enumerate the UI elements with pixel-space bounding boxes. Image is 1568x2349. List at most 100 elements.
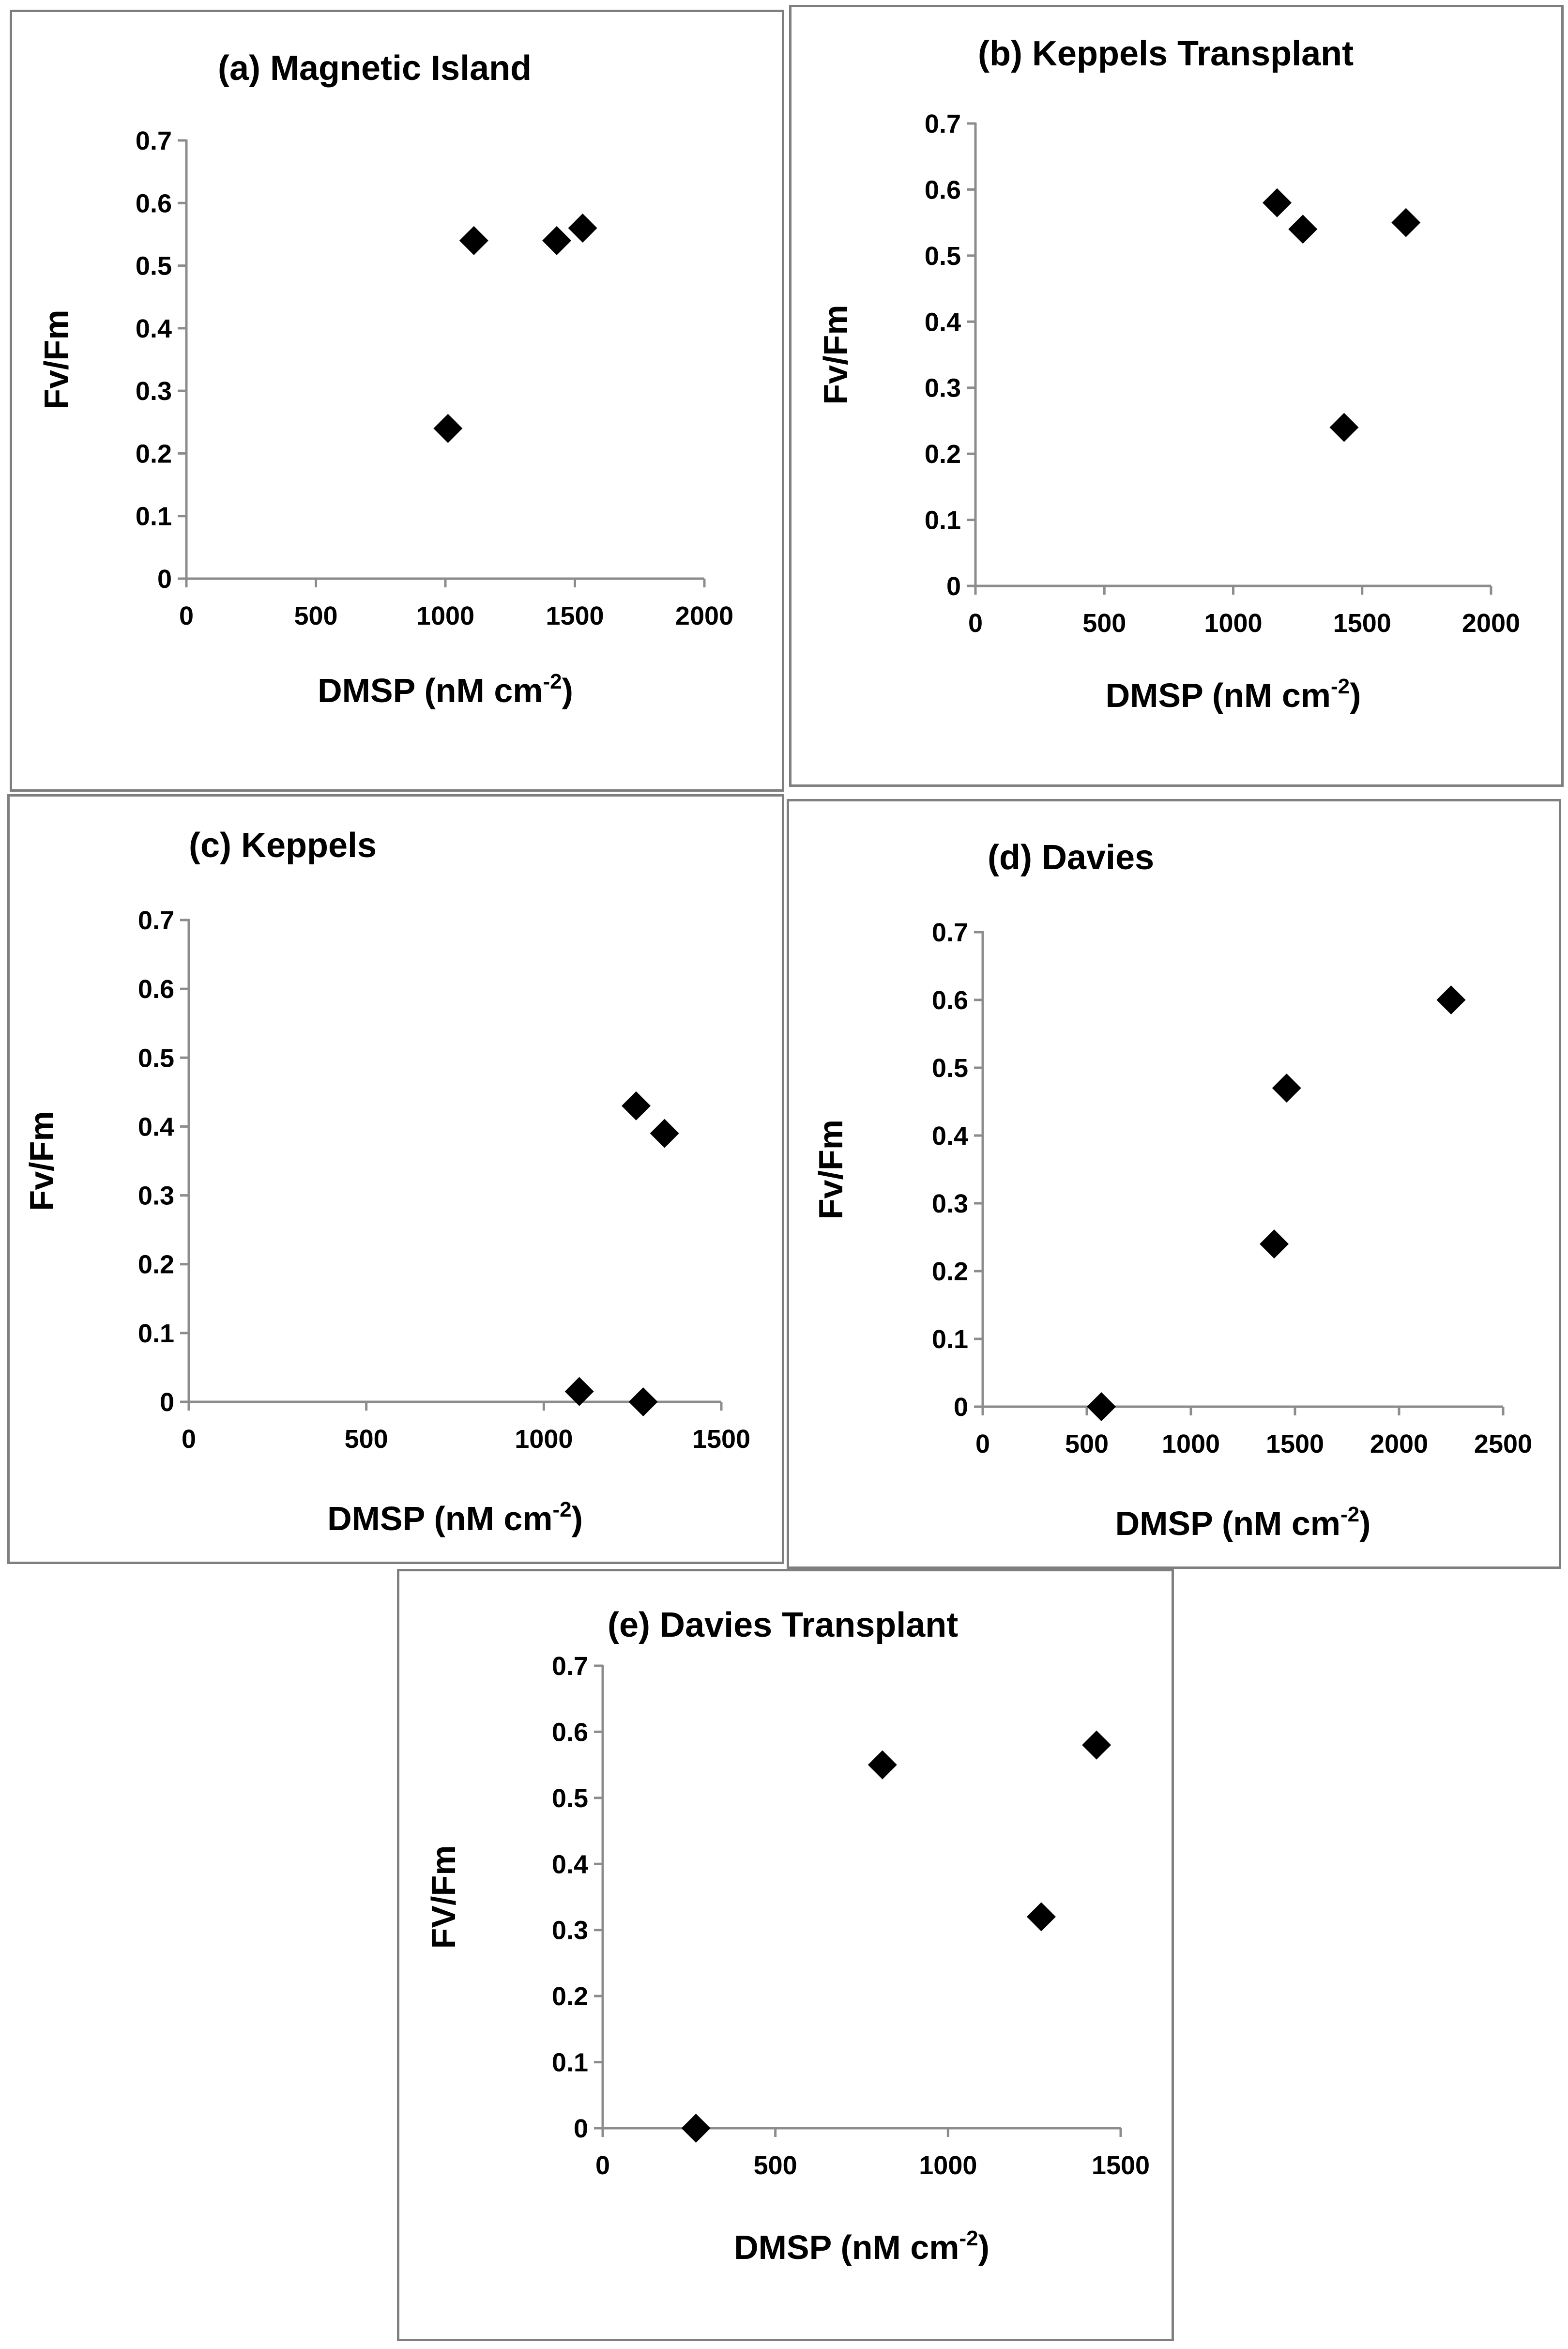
y-tick-label: 0.4 <box>136 314 172 343</box>
data-point-3 <box>1329 413 1359 442</box>
chart-title: (b) Keppels Transplant <box>978 34 1354 73</box>
x-tick-label: 1000 <box>1204 609 1262 638</box>
data-point-1 <box>564 1377 594 1406</box>
x-tick-label: 1500 <box>546 601 604 630</box>
x-axis-label-end: ) <box>978 2228 990 2266</box>
chart-panel-keppels: (c) Keppels 0 0.1 0.2 0.3 0.4 0.5 0.6 0.7 0 500 100… <box>7 794 784 1564</box>
x-tick-label: 1500 <box>1092 2151 1150 2180</box>
x-tick-label: 1500 <box>1333 609 1391 638</box>
x-axis-label-end: ) <box>562 672 573 709</box>
y-tick-label: 0.6 <box>932 986 968 1015</box>
y-tick-label: 0.1 <box>925 506 961 535</box>
y-tick-label: 0.5 <box>552 1784 588 1813</box>
y-tick-label: 0.6 <box>136 189 172 218</box>
x-axis-label: DMSP (nM cm-2) <box>734 2226 990 2266</box>
x-tick-label: 1000 <box>919 2151 977 2180</box>
y-tick-label: 0.7 <box>136 126 172 155</box>
x-tick-label: 500 <box>345 1425 388 1454</box>
x-tick-label: 500 <box>1082 609 1126 638</box>
x-axis-label-text: DMSP (nM cm <box>1115 1505 1340 1542</box>
y-tick-label: 0 <box>157 565 172 594</box>
y-tick-label: 0.3 <box>552 1916 588 1945</box>
x-tick-label: 1000 <box>515 1425 573 1454</box>
y-tick-label: 0.5 <box>925 242 961 271</box>
chart-panel-davies-transplant: (e) Davies Transplant 0 0.1 0.2 0.3 0.4 0.5 0.6… <box>397 1569 1174 2341</box>
y-axis-label: Fv/Fm <box>817 305 854 404</box>
data-point-4 <box>1082 1730 1111 1760</box>
y-tick-label: 0 <box>946 572 961 601</box>
data-point-3 <box>1026 1902 1056 1932</box>
data-point-1 <box>681 2114 711 2143</box>
x-tick-label: 0 <box>968 609 983 638</box>
x-axis-label-text: DMSP (nM cm <box>1106 676 1331 714</box>
y-tick-label: 0.3 <box>932 1189 968 1218</box>
y-tick-label: 0.2 <box>932 1257 968 1286</box>
x-tick-label: 2000 <box>1370 1429 1428 1459</box>
data-point-4 <box>1436 985 1466 1014</box>
data-point-2 <box>459 226 488 255</box>
x-axis-label-superscript: -2 <box>959 2226 978 2250</box>
y-axis-label: Fv/Fm <box>23 1111 61 1211</box>
x-tick-label: 0 <box>182 1425 196 1454</box>
data-point-2 <box>1260 1229 1289 1259</box>
data-point-4 <box>1391 208 1421 237</box>
chart-title: (e) Davies Transplant <box>608 1606 958 1644</box>
y-tick-label: 0.7 <box>932 918 968 947</box>
x-tick-label: 500 <box>294 601 337 630</box>
data-point-2 <box>622 1091 651 1121</box>
data-point-4 <box>568 214 597 243</box>
data-point-1 <box>1087 1392 1116 1421</box>
x-tick-label: 1000 <box>1162 1429 1220 1459</box>
x-axis-label-superscript: -2 <box>1331 675 1350 698</box>
chart-panel-davies: (d) Davies 0 0.1 0.2 0.3 0.4 0.5 0.6 0.7 0 500 1000… <box>787 799 1561 1569</box>
y-axis-label: Fv/Fm <box>812 1120 850 1219</box>
data-point-1 <box>433 414 463 443</box>
x-tick-label: 0 <box>975 1429 990 1459</box>
x-axis-label: DMSP (nM cm-2) <box>1115 1503 1371 1542</box>
y-tick-label: 0 <box>954 1393 968 1422</box>
y-tick-label: 0.4 <box>925 307 961 337</box>
y-tick-label: 0.2 <box>552 1982 588 2011</box>
x-axis-label-text: DMSP (nM cm <box>327 1500 552 1537</box>
y-tick-label: 0.1 <box>138 1319 174 1348</box>
chart-title: (a) Magnetic Island <box>218 49 532 88</box>
data-point-3 <box>542 226 572 255</box>
y-tick-label: 0.7 <box>138 906 174 935</box>
y-tick-label: 0 <box>160 1388 174 1417</box>
y-tick-label: 0.3 <box>925 374 961 403</box>
data-point-4 <box>650 1119 679 1148</box>
y-axis-label: FV/Fm <box>425 1845 462 1949</box>
x-tick-label: 500 <box>1065 1429 1109 1459</box>
chart-title: (c) Keppels <box>189 826 377 865</box>
data-point-2 <box>868 1750 897 1780</box>
y-axis-label: Fv/Fm <box>37 309 75 409</box>
x-tick-label: 2000 <box>1462 609 1520 638</box>
y-tick-label: 0.6 <box>552 1718 588 1747</box>
chart-panel-magnetic-island: (a) Magnetic Island 0 0.1 0.2 0.3 0.4 0.5 0.6 0.… <box>10 10 784 792</box>
x-tick-label: 1500 <box>692 1425 750 1454</box>
y-tick-label: 0.3 <box>138 1182 174 1211</box>
y-tick-label: 0.4 <box>932 1121 968 1151</box>
y-tick-label: 0.7 <box>925 109 961 138</box>
x-tick-label: 0 <box>179 601 194 630</box>
chart-e-davies-transplant: (e) Davies Transplant 0 0.1 0.2 0.3 0.4 0.5 0.6… <box>425 1606 1150 2266</box>
y-tick-label: 0.3 <box>136 377 172 406</box>
y-tick-label: 0.2 <box>925 440 961 469</box>
data-point-1 <box>1263 188 1292 217</box>
x-axis-label: DMSP (nM cm-2) <box>318 670 573 709</box>
x-axis-label-end: ) <box>572 1500 583 1537</box>
y-tick-label: 0.6 <box>138 975 174 1004</box>
x-tick-label: 0 <box>595 2151 610 2180</box>
x-tick-label: 1500 <box>1266 1429 1324 1459</box>
data-point-2 <box>1288 215 1318 244</box>
y-tick-label: 0.2 <box>136 439 172 468</box>
y-tick-label: 0.5 <box>932 1054 968 1083</box>
data-point-3 <box>1272 1074 1301 1103</box>
x-tick-label: 500 <box>754 2151 797 2180</box>
chart-d-davies: (d) Davies 0 0.1 0.2 0.3 0.4 0.5 0.6 0.7 0 500 1000… <box>812 838 1532 1542</box>
x-tick-label: 2000 <box>675 601 733 630</box>
y-tick-label: 0.1 <box>932 1325 968 1354</box>
y-tick-label: 0.2 <box>138 1250 174 1279</box>
y-tick-label: 0.4 <box>138 1112 174 1141</box>
y-tick-label: 0.1 <box>136 502 172 531</box>
